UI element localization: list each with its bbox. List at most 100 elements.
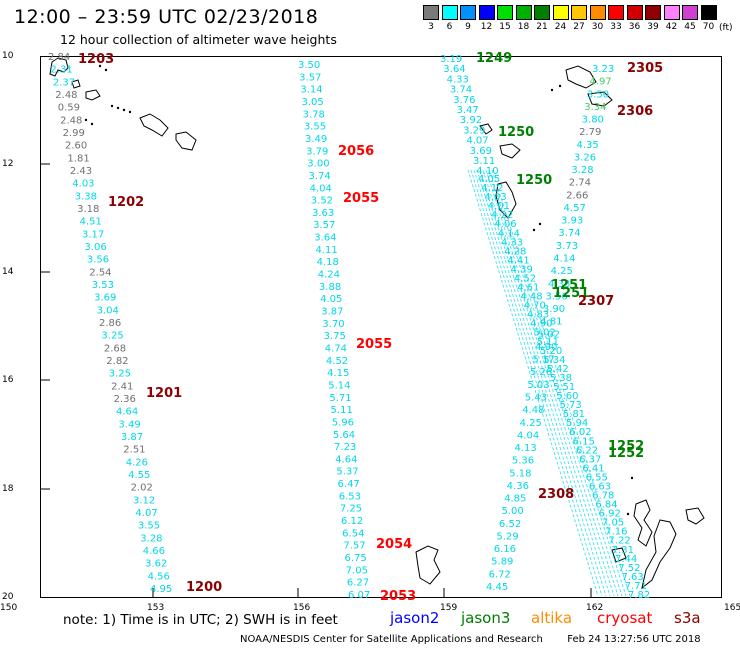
wave-height-value: 4.05 <box>320 294 342 305</box>
wave-height-value: 4.55 <box>128 470 150 481</box>
wave-height-value: 4.15 <box>327 368 349 379</box>
wave-height-value: 3.25 <box>109 369 131 380</box>
legend-swatch <box>478 5 495 20</box>
wave-height-value: 6.92 <box>599 509 621 520</box>
wave-height-value: 3.06 <box>84 242 106 253</box>
sat-label-s3a: s3a <box>674 609 701 627</box>
wave-height-value: 4.25 <box>551 266 573 277</box>
swath-line <box>488 169 627 597</box>
coastlines <box>49 57 705 590</box>
wave-height-value: 7.22 <box>608 536 630 547</box>
wave-height-value: 4.57 <box>564 203 586 214</box>
wave-height-value: 3.75 <box>324 331 346 342</box>
lon-label-165: 165 <box>724 603 740 613</box>
track-time-label: 2308 <box>538 487 574 502</box>
wave-height-value: 6.54 <box>342 528 364 539</box>
track-time-label: 1202 <box>108 195 144 210</box>
wave-height-value: 4.04 <box>517 430 539 441</box>
swath-line <box>473 169 607 597</box>
wave-height-value: 3.26 <box>574 152 596 163</box>
wave-height-value: 0.59 <box>58 103 80 114</box>
wave-height-value: 5.64 <box>333 430 355 441</box>
wave-height-value: 2.60 <box>65 141 87 152</box>
track-time-label: 2307 <box>578 294 614 309</box>
legend-swatch <box>441 5 458 20</box>
wave-height-value: 5.11 <box>537 337 559 348</box>
wave-height-value: 3.23 <box>592 64 614 75</box>
wave-height-value: 2.48 <box>55 90 77 101</box>
wave-height-value: 3.53 <box>92 280 114 291</box>
wave-height-value: 5.00 <box>502 506 524 517</box>
wave-height-value: 3.00 <box>307 159 329 170</box>
wave-height-value: 7.05 <box>602 518 624 529</box>
wave-height-value: 5.71 <box>329 393 351 404</box>
wave-height-value: 6.75 <box>345 553 367 564</box>
wave-height-value: 4.95 <box>150 584 172 595</box>
legend-swatch <box>423 5 439 20</box>
wave-height-value: 3.56 <box>87 255 109 266</box>
swath-line <box>470 169 603 597</box>
wave-height-value: 3.74 <box>450 85 472 96</box>
legend-label: 39 <box>647 22 659 32</box>
wave-height-value: 6.16 <box>494 544 516 555</box>
wave-height-value: 3.25 <box>101 331 123 342</box>
legend-label: 9 <box>465 22 471 32</box>
wave-height-value: 7.71 <box>625 581 647 592</box>
swath-line <box>476 169 611 597</box>
wave-height-value: 3.87 <box>121 432 143 443</box>
swath-line <box>482 169 619 597</box>
wave-height-value: 3.50 <box>587 89 609 100</box>
island-guam <box>49 57 69 77</box>
wave-height-value: 5.89 <box>491 557 513 568</box>
wave-height-value: 3.76 <box>453 95 475 106</box>
wave-height-value: 5.29 <box>496 531 518 542</box>
wave-height-value: 4.03 <box>72 179 94 190</box>
wave-height-value: 5.02 <box>538 329 560 340</box>
track-time-label: 2306 <box>617 104 653 119</box>
wave-height-value: 3.90 <box>543 304 565 315</box>
island-nw-1 <box>71 79 81 89</box>
wave-height-value: 3.18 <box>77 204 99 215</box>
wave-height-value: 2.43 <box>70 166 92 177</box>
wave-height-value: 4.97 <box>589 77 611 88</box>
lat-label-16: 16 <box>2 375 14 385</box>
wave-height-value: 2.68 <box>104 343 126 354</box>
wave-height-value: 4.83 <box>527 310 549 321</box>
wave-height-value: 3.12 <box>133 495 155 506</box>
wave-height-value: 4.48 <box>520 292 542 303</box>
wave-height-value: 7.05 <box>346 565 368 576</box>
wave-height-value: 2.84 <box>48 52 70 63</box>
wave-height-value: 2.74 <box>569 178 591 189</box>
wave-height-value: 4.26 <box>126 457 148 468</box>
wave-height-value: 4.13 <box>514 443 536 454</box>
legend-label: 42 <box>665 22 678 32</box>
lat-label-12: 12 <box>2 159 14 169</box>
wave-height-value: 5.26 <box>530 367 552 378</box>
wave-height-value: 3.50 <box>298 60 320 71</box>
island-se-2 <box>633 499 653 547</box>
footer-credit-text: NOAA/NESDIS Center for Satellite Applica… <box>240 634 543 645</box>
wave-height-value: 3.49 <box>305 134 327 145</box>
wave-height-value: 4.24 <box>318 270 340 281</box>
wave-height-value: 4.03 <box>485 192 507 203</box>
wave-height-value: 3.80 <box>582 115 604 126</box>
wave-height-value: 4.10 <box>476 166 498 177</box>
track-time-label: 2054 <box>376 537 412 552</box>
wave-height-value: 4.11 <box>315 245 337 256</box>
wave-height-value: 3.19 <box>440 54 462 65</box>
wave-height-value: 4.33 <box>447 74 469 85</box>
wave-height-value: 5.94 <box>566 418 588 429</box>
wave-height-value: 3.62 <box>145 559 167 570</box>
wave-height-value: 3.14 <box>300 85 322 96</box>
wave-height-value: 5.11 <box>331 405 353 416</box>
track-time-label: 1252 <box>608 446 644 461</box>
lon-label-159: 159 <box>440 603 458 613</box>
wave-height-value: 7.57 <box>343 541 365 552</box>
wave-height-value: 3.38 <box>75 191 97 202</box>
swath-line <box>485 169 623 597</box>
wave-height-value: 3.52 <box>311 196 333 207</box>
wave-height-value: 5.43 <box>525 392 547 403</box>
legend-label: 15 <box>499 22 511 32</box>
page-subtitle: 12 hour collection of altimeter wave hei… <box>60 32 337 47</box>
wave-height-value: 5.73 <box>560 400 582 411</box>
